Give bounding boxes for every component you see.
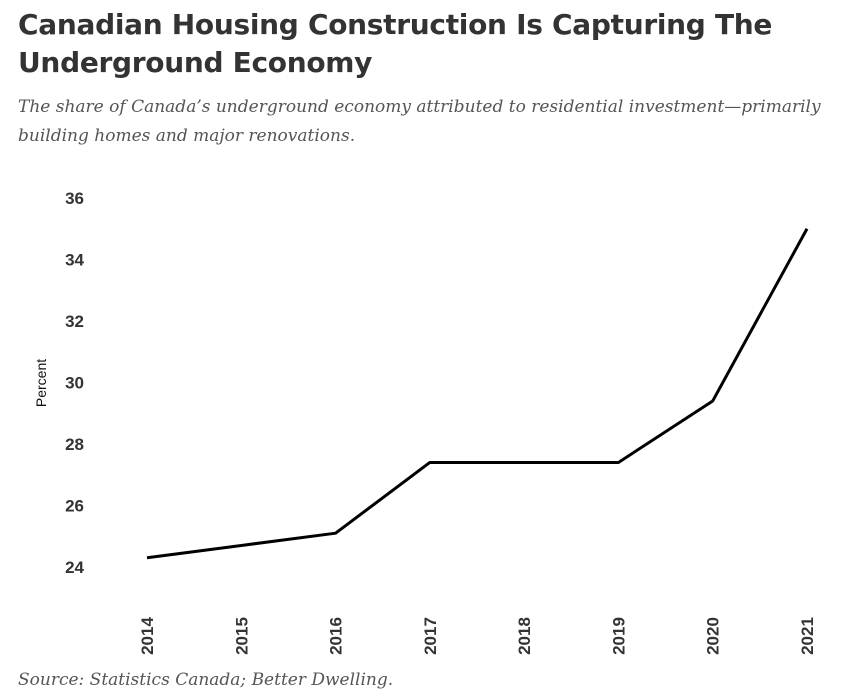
series-line [146, 228, 809, 560]
x-tick-label: 2015 [232, 617, 251, 655]
y-axis-label: Percent [33, 359, 49, 407]
x-tick-label: 2018 [515, 617, 534, 655]
y-tick-label: 32 [65, 312, 84, 331]
y-tick-label: 24 [65, 558, 84, 577]
y-tick-label: 30 [65, 374, 84, 393]
x-tick-label: 2020 [704, 617, 723, 655]
chart-subtitle: The share of Canada’s underground econom… [18, 97, 821, 146]
y-tick-label: 34 [65, 251, 84, 270]
chart-title: Canadian Housing Construction Is Capturi… [18, 8, 773, 79]
x-tick-label: 2016 [327, 617, 346, 655]
x-tick-label: 2017 [421, 617, 440, 655]
y-tick-label: 36 [65, 189, 84, 208]
x-tick-label: 2014 [138, 617, 157, 655]
x-tick-label: 2019 [609, 617, 628, 655]
y-tick-label: 26 [65, 497, 84, 516]
x-tick-label: 2021 [798, 617, 817, 655]
y-tick-label: 28 [65, 435, 84, 454]
source-note: Source: Statistics Canada; Better Dwelli… [18, 670, 394, 690]
